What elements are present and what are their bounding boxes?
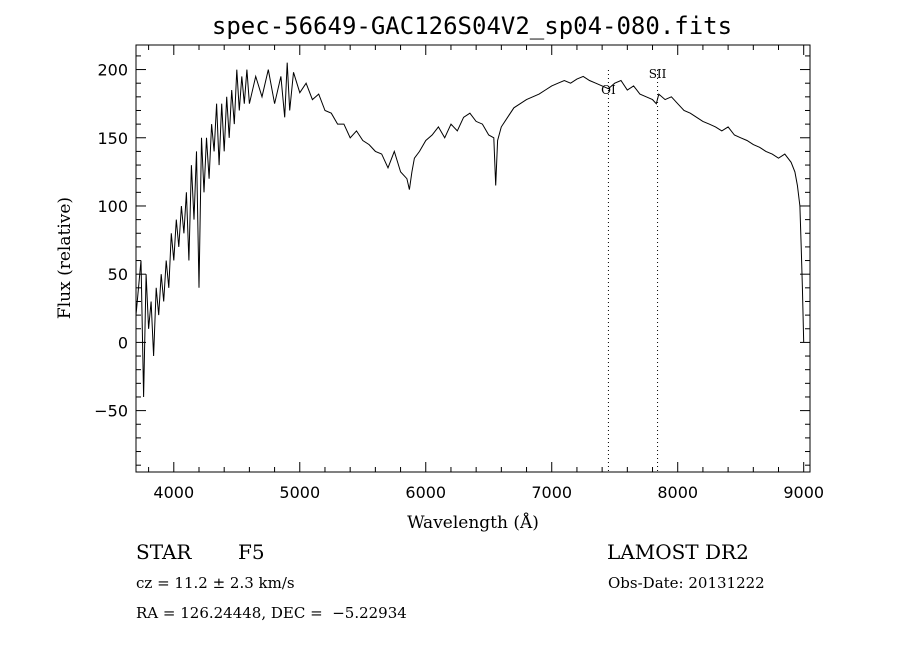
x-axis-label: Wavelength (Å) xyxy=(407,512,539,533)
plot-frame xyxy=(135,44,811,473)
spectrum-line xyxy=(135,62,805,398)
survey-name: LAMOST DR2 xyxy=(607,540,749,564)
y-tick-label: 150 xyxy=(97,129,128,148)
y-tick-label: 0 xyxy=(118,333,128,352)
observation-date: Obs-Date: 20131222 xyxy=(608,574,765,592)
redshift-velocity: cz = 11.2 ± 2.3 km/s xyxy=(136,574,295,592)
x-tick-label: 5000 xyxy=(279,483,320,502)
line-marker-label: OI xyxy=(601,83,616,97)
x-tick-label: 4000 xyxy=(153,483,194,502)
y-tick-label: −50 xyxy=(94,402,128,421)
y-tick-label: 50 xyxy=(108,265,128,284)
x-tick-label: 6000 xyxy=(405,483,446,502)
y-tick-label: 100 xyxy=(97,197,128,216)
object-class: STAR xyxy=(136,540,192,564)
x-tick-label: 9000 xyxy=(783,483,824,502)
line-marker-label: SII xyxy=(649,67,667,81)
sky-coordinates: RA = 126.24448, DEC = −5.22934 xyxy=(136,604,407,622)
x-tick-label: 7000 xyxy=(531,483,572,502)
x-tick-label: 8000 xyxy=(657,483,698,502)
object-subclass: F5 xyxy=(238,540,265,564)
chart-title: spec-56649-GAC126S04V2_sp04-080.fits xyxy=(212,12,732,40)
y-axis-label: Flux (relative) xyxy=(55,197,75,319)
y-tick-label: 200 xyxy=(97,61,128,80)
